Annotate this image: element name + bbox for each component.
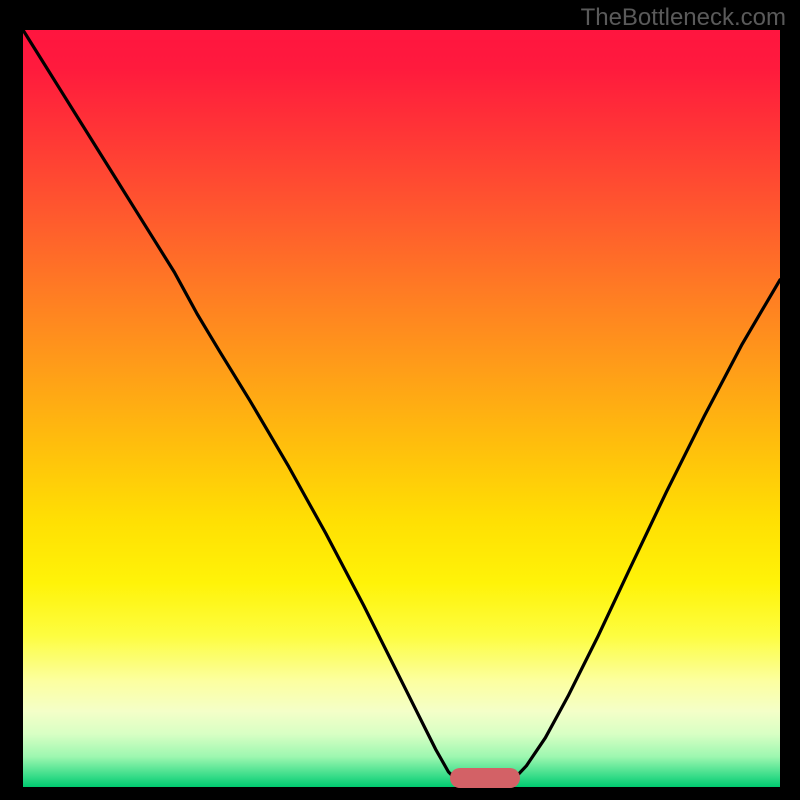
watermark-text: TheBottleneck.com [581,4,786,32]
minimum-marker [450,768,520,788]
plot-area [23,30,780,787]
bottleneck-curve [23,30,780,787]
